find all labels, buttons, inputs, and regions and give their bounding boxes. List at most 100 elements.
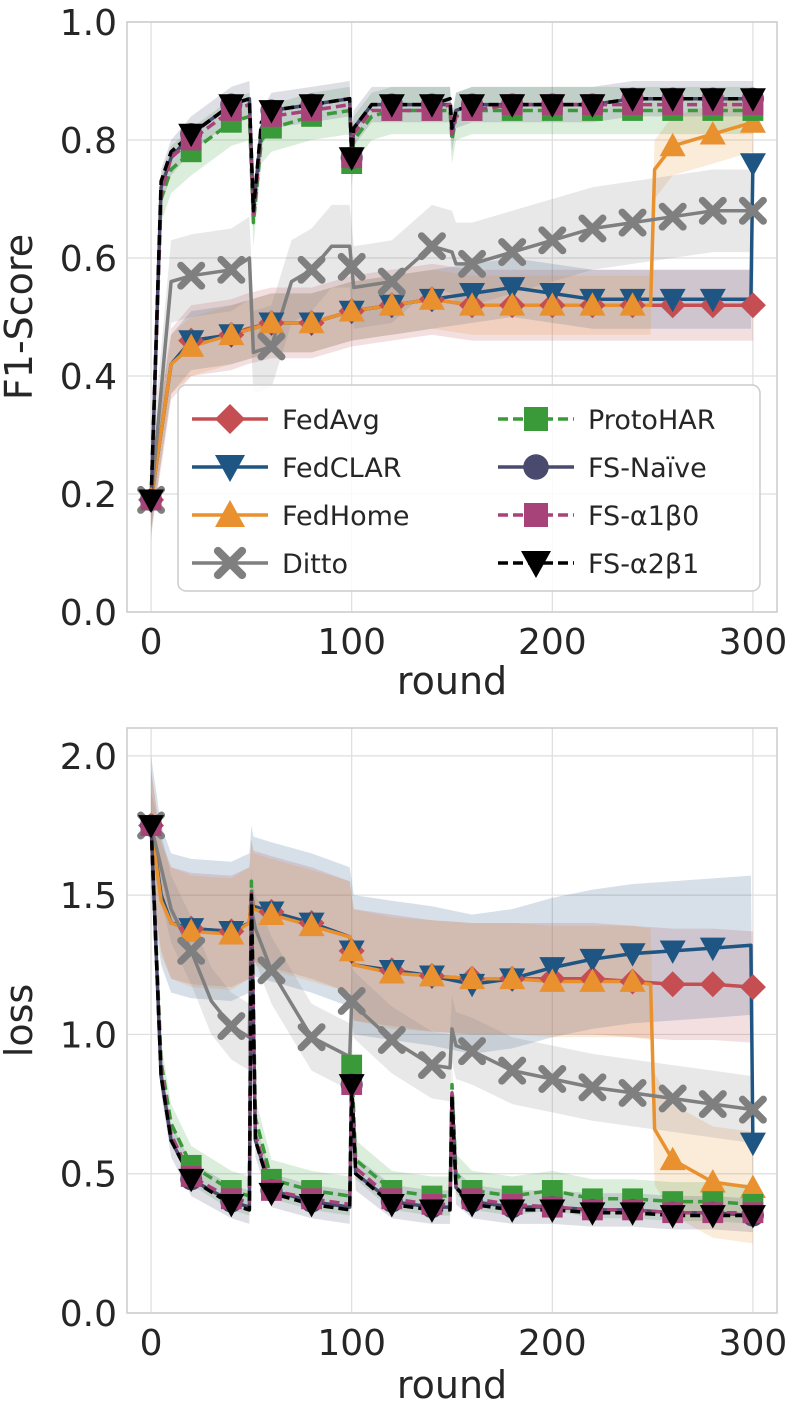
marker-FedHome: [378, 292, 405, 316]
marker-FedHome: [178, 918, 205, 942]
f1-score-chart: 0.0 0.2 0.4 0.6 0.8 1.0 0 100 200 300 round F1-Scor…: [0, 3, 787, 703]
band-FedHome: [151, 769, 753, 1244]
marker-ProtoHAR: [541, 1180, 563, 1201]
marker-Ditto: [618, 208, 647, 237]
y-tick-label: 2.0: [60, 737, 117, 778]
marker-Ditto: [578, 1073, 607, 1102]
marker-Ditto: [698, 1090, 727, 1119]
marker-Ditto: [417, 232, 446, 261]
marker-FS-α2β1: [659, 1205, 686, 1229]
marker-FS-α2β1: [138, 489, 165, 513]
marker-Ditto: [337, 252, 366, 281]
marker-FS-α2β1: [298, 1193, 325, 1218]
marker-Ditto: [498, 238, 527, 267]
marker-Ditto: [538, 226, 567, 255]
y-tick-label: 0.0: [60, 1294, 117, 1335]
marker-FedHome: [258, 901, 285, 926]
legend-label: FS-α1β0: [588, 501, 699, 532]
legend: FedAvg FedCLAR FedHome Ditto ProtoHAR FS-Naïv…: [177, 384, 761, 592]
marker-FedAvg: [739, 974, 766, 1001]
series-line-Ditto: [149, 209, 753, 501]
marker-Ditto: [417, 1051, 446, 1080]
legend-box: [177, 384, 761, 592]
marker-FedCLAR: [739, 153, 766, 177]
legend-marker: [213, 546, 247, 580]
band-ProtoHAR: [151, 806, 753, 1224]
legend-marker: [524, 407, 548, 431]
marker-FedHome: [619, 292, 646, 316]
y-tick-label: 0.5: [60, 1155, 117, 1196]
marker-Ditto: [257, 956, 286, 985]
x-tick-label: 300: [719, 1323, 788, 1364]
loss-chart: 0.0 0.5 1.0 1.5 2.0 0 100 200 300 round loss: [0, 727, 788, 1407]
legend-marker: [523, 454, 549, 480]
marker-FedHome: [459, 292, 486, 316]
marker-Ditto: [177, 936, 206, 965]
marker-FS-α2β1: [579, 94, 606, 118]
marker-FedAvg: [699, 971, 726, 998]
y-tick-label: 0.0: [60, 593, 117, 634]
marker-FedHome: [659, 132, 686, 157]
marker-FS-α2β1: [579, 1202, 606, 1226]
marker-FedHome: [418, 286, 445, 310]
marker-Ditto: [618, 1078, 647, 1107]
marker-FedHome: [338, 298, 365, 322]
marker-FedCLAR: [619, 943, 646, 967]
marker-FedHome: [499, 292, 526, 316]
marker-FedHome: [418, 962, 445, 987]
legend-label: FedHome: [282, 501, 410, 532]
marker-FS-α2β1: [338, 147, 365, 171]
marker-FedHome: [539, 968, 566, 992]
marker-FS-α2β1: [418, 1199, 445, 1223]
marker-FedHome: [739, 1174, 766, 1199]
y-tick-label: 1.5: [60, 876, 117, 917]
plot-frame: [126, 21, 778, 613]
legend-marker: [215, 500, 245, 527]
marker-FedHome: [579, 968, 606, 992]
marker-FS-α2β1: [258, 1182, 285, 1207]
marker-FedHome: [459, 965, 486, 990]
marker-Ditto: [458, 1037, 487, 1066]
marker-FS-α2β1: [178, 123, 205, 148]
marker-FS-α2β1: [699, 1205, 726, 1229]
x-tick-label: 100: [317, 622, 386, 663]
legend-marker: [524, 503, 548, 527]
marker-Ditto: [297, 1023, 326, 1052]
marker-FedCLAR: [699, 288, 726, 313]
marker-FS-α2β1: [619, 88, 646, 112]
plot-frame: [126, 727, 778, 1314]
legend-label: FS-Naïve: [588, 453, 707, 484]
series-line-ProtoHAR: [149, 108, 753, 500]
marker-FS-α2β1: [539, 1199, 566, 1223]
marker-FedHome: [499, 965, 526, 990]
marker-Ditto: [658, 202, 687, 231]
marker-FedHome: [298, 309, 325, 334]
marker-FS-α2β1: [739, 1205, 766, 1229]
marker-FedHome: [178, 333, 205, 357]
y-tick-label: 1.0: [60, 1015, 117, 1056]
marker-Ditto: [297, 255, 326, 284]
legend-label: FS-α2β1: [588, 549, 699, 580]
marker-FedHome: [659, 1146, 686, 1171]
marker-Ditto: [498, 1056, 527, 1085]
marker-FS-α2β1: [298, 94, 325, 118]
marker-Ditto: [658, 1084, 687, 1113]
y-tick-label: 0.8: [60, 121, 117, 162]
marker-FedHome: [699, 1169, 726, 1193]
legend-label: FedCLAR: [282, 453, 402, 484]
marker-FedCLAR: [739, 1132, 766, 1157]
marker-Ditto: [738, 1095, 767, 1124]
marker-FedHome: [338, 937, 365, 962]
marker-FedHome: [258, 309, 285, 334]
marker-FS-α2β1: [178, 1168, 205, 1193]
x-tick-label: 200: [518, 1323, 587, 1364]
marker-Ditto: [257, 332, 286, 361]
x-axis-label: round: [397, 659, 507, 703]
marker-FedHome: [579, 292, 606, 316]
marker-Ditto: [738, 196, 767, 225]
marker-FS-α2β1: [218, 1193, 245, 1218]
marker-FS-α2β1: [619, 1202, 646, 1226]
marker-FedCLAR: [659, 940, 686, 964]
marker-FS-α2β1: [699, 88, 726, 112]
